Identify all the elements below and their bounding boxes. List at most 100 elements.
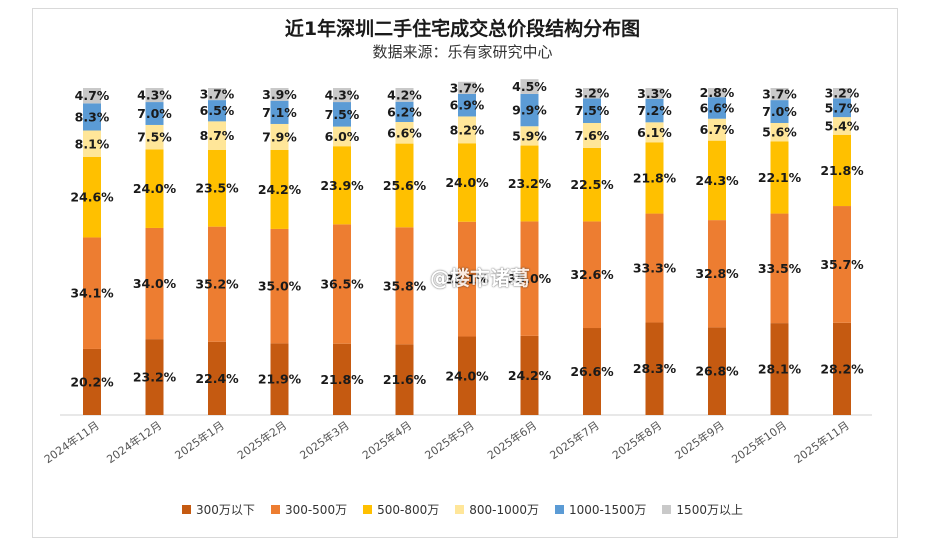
legend-swatch bbox=[270, 505, 280, 514]
data-label: 22.1% bbox=[758, 170, 802, 185]
data-label: 8.7% bbox=[200, 128, 235, 143]
data-label: 21.6% bbox=[383, 372, 427, 387]
bar-segment bbox=[708, 327, 726, 415]
bar-segment bbox=[333, 146, 351, 225]
legend-label: 500-800万 bbox=[377, 503, 440, 517]
chart-legend: 300万以下 300-500万 500-800万 800-1000万 1000-1500… bbox=[0, 501, 925, 518]
bar-segment bbox=[708, 220, 726, 328]
data-label: 26.8% bbox=[695, 364, 739, 379]
x-tick-label: 2025年8月 bbox=[609, 418, 664, 462]
data-label: 21.8% bbox=[633, 170, 677, 185]
data-label: 36.5% bbox=[320, 277, 364, 292]
x-tick-label: 2025年3月 bbox=[297, 418, 352, 462]
bar-segment bbox=[270, 343, 289, 415]
x-tick-label: 2025年7月 bbox=[547, 418, 602, 462]
data-label: 6.5% bbox=[200, 103, 235, 118]
data-label: 24.6% bbox=[70, 190, 114, 205]
data-label: 5.4% bbox=[825, 118, 860, 133]
bar-segment bbox=[83, 237, 101, 349]
bar-segment bbox=[645, 122, 664, 143]
chart-subtitle: 数据来源：乐有家研究中心 bbox=[372, 43, 553, 61]
legend-swatch bbox=[182, 505, 192, 514]
bar-segment bbox=[83, 130, 101, 157]
bar-segment bbox=[395, 344, 414, 415]
legend-swatch bbox=[455, 505, 465, 514]
data-label: 4.7% bbox=[75, 88, 110, 103]
legend-item: 500-800万 bbox=[363, 501, 439, 518]
chart-title: 近1年深圳二手住宅成交总价段结构分布图 bbox=[284, 18, 641, 40]
data-label: 7.5% bbox=[137, 130, 172, 145]
bar-segment bbox=[458, 81, 476, 94]
data-label: 28.1% bbox=[758, 362, 802, 377]
watermark-text: @楼市诸葛 bbox=[430, 266, 530, 290]
data-label: 3.9% bbox=[262, 87, 297, 102]
data-label: 24.0% bbox=[445, 175, 489, 190]
bar-segment bbox=[208, 100, 226, 122]
data-label: 35.1% bbox=[445, 272, 489, 287]
bar-segment bbox=[83, 103, 101, 131]
bar-segment bbox=[770, 88, 789, 101]
data-label: 6.2% bbox=[387, 104, 422, 119]
bar-segment bbox=[458, 221, 476, 337]
data-label: 34.1% bbox=[70, 286, 114, 301]
legend-label: 1500万以上 bbox=[676, 503, 743, 517]
data-label: 24.2% bbox=[258, 182, 302, 197]
x-tick-label: 2025年1月 bbox=[172, 418, 227, 462]
data-label: 6.7% bbox=[700, 122, 735, 137]
bar-segment bbox=[708, 97, 726, 119]
bar-segment bbox=[333, 343, 351, 415]
bar-segment bbox=[395, 227, 414, 345]
data-label: 4.3% bbox=[325, 88, 360, 103]
bar-segment bbox=[395, 122, 414, 144]
bar-segment bbox=[333, 102, 351, 127]
x-tick-label: 2025年11月 bbox=[791, 418, 851, 466]
data-label: 35.7% bbox=[820, 257, 864, 272]
bar-segment bbox=[770, 323, 789, 415]
bar-segment bbox=[395, 101, 414, 123]
bar-segment bbox=[708, 140, 726, 221]
x-tick-label: 2025年2月 bbox=[234, 418, 289, 462]
data-label: 6.0% bbox=[325, 129, 360, 144]
x-tick-label: 2025年9月 bbox=[672, 418, 727, 462]
bar-segment bbox=[520, 335, 539, 415]
bar-segment bbox=[270, 149, 289, 229]
data-label: 5.6% bbox=[762, 125, 797, 140]
x-tick-label: 2025年6月 bbox=[484, 418, 539, 462]
data-label: 8.1% bbox=[75, 136, 110, 151]
data-label: 8.3% bbox=[75, 109, 110, 124]
bar-segment bbox=[208, 121, 226, 150]
data-label: 35.0% bbox=[258, 279, 302, 294]
data-label: 21.8% bbox=[820, 163, 864, 178]
bar-segment bbox=[583, 88, 601, 99]
bar-segment bbox=[833, 134, 851, 207]
bar-segment bbox=[458, 93, 476, 117]
bar-segment bbox=[520, 93, 539, 127]
data-label: 4.5% bbox=[512, 79, 547, 94]
x-tick-label: 2025年10月 bbox=[729, 418, 789, 466]
bar-segment bbox=[583, 98, 601, 123]
bar-segment bbox=[145, 339, 164, 415]
legend-item: 1000-1500万 bbox=[555, 501, 646, 518]
bar-segment bbox=[458, 143, 476, 222]
bar-segment bbox=[770, 213, 789, 324]
data-label: 32.6% bbox=[570, 267, 614, 282]
data-label: 21.9% bbox=[258, 372, 302, 387]
bar-segment bbox=[645, 142, 664, 214]
legend-label: 800-1000万 bbox=[469, 503, 539, 517]
data-label: 24.3% bbox=[695, 173, 739, 188]
bar-segment bbox=[583, 122, 601, 148]
data-label: 35.8% bbox=[383, 278, 427, 293]
data-label: 7.1% bbox=[262, 105, 297, 120]
bar-segment bbox=[520, 79, 539, 94]
bar-segment bbox=[145, 149, 164, 228]
data-label: 26.6% bbox=[570, 364, 614, 379]
data-label: 21.8% bbox=[320, 372, 364, 387]
bar-segment bbox=[333, 126, 351, 147]
data-label: 35.2% bbox=[195, 277, 239, 292]
bar-segment bbox=[145, 227, 164, 340]
x-tick-label: 2024年11月 bbox=[41, 418, 101, 466]
bar-segment bbox=[833, 88, 851, 99]
bar-segment bbox=[145, 102, 164, 125]
data-label: 32.8% bbox=[695, 266, 739, 281]
bar-segment bbox=[458, 116, 476, 144]
